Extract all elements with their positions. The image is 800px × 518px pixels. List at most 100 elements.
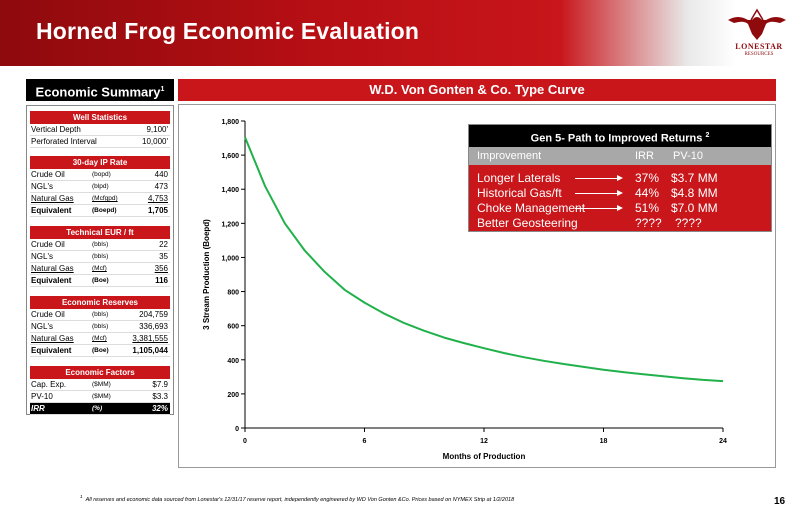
callout-row-irr: 37% — [635, 171, 660, 185]
row-value: 32% — [151, 404, 168, 413]
callout-row-pv10: $4.8 MM — [671, 186, 718, 200]
row-label: Vertical Depth — [31, 125, 81, 134]
y-tick-label: 200 — [227, 392, 239, 399]
callout-row-label: Historical Gas/ft — [477, 186, 562, 200]
footnote-marker: 1 — [80, 494, 83, 499]
row-unit: (Mcf) — [92, 335, 107, 342]
x-tick-label: 12 — [480, 438, 488, 445]
well-statistics-block: Well Statistics Vertical Depth 9,100' Pe… — [30, 111, 170, 148]
y-tick-label: 1,200 — [221, 221, 239, 228]
x-tick-label: 24 — [719, 438, 727, 445]
callout-row-pv10: $3.7 MM — [671, 171, 718, 185]
x-tick-label: 18 — [600, 438, 608, 445]
row-label: Equivalent — [31, 276, 72, 285]
y-tick-label: 1,600 — [221, 153, 239, 160]
arrow-right-icon — [575, 175, 623, 181]
row-value: 35 — [159, 252, 168, 261]
eur-title: Technical EUR / ft — [30, 226, 170, 239]
callout-header: Gen 5- Path to Improved Returns 2 — [469, 125, 771, 147]
y-tick-label: 800 — [227, 290, 239, 297]
logo-wordmark: LONESTAR — [735, 42, 783, 51]
row-unit: (Boe) — [92, 277, 109, 284]
reserves-block: Economic Reserves Crude Oil (bbls) 204,7… — [30, 296, 170, 357]
table-row: Crude Oil (bbls) 22 — [30, 239, 170, 251]
row-unit: (bbls) — [92, 253, 109, 260]
row-label: NGL's — [31, 182, 53, 191]
row-unit: (blpd) — [92, 183, 109, 190]
table-row: NGL's (bbls) 35 — [30, 251, 170, 263]
callout-row-irr: 44% — [635, 186, 660, 200]
callout-row-label: Longer Laterals — [477, 171, 561, 185]
y-tick-label: 600 — [227, 324, 239, 331]
row-label: NGL's — [31, 322, 53, 331]
page-number: 16 — [774, 496, 786, 507]
economic-summary-footnote-marker: 1 — [160, 86, 165, 93]
row-unit: ($MM) — [92, 393, 111, 400]
lonestar-logo — [728, 8, 786, 40]
row-unit: (Boepd) — [92, 207, 117, 214]
row-label: PV-10 — [31, 392, 53, 401]
row-unit: (%) — [92, 405, 103, 412]
row-unit: (bbls) — [92, 241, 109, 248]
row-value: $3.3 — [152, 392, 168, 401]
row-unit: (bopd) — [92, 171, 111, 178]
table-row: Equivalent (Boe) 1,105,044 — [30, 345, 170, 357]
table-row: Natural Gas (Mcf) 3,381,555 — [30, 333, 170, 345]
row-value: 473 — [154, 182, 168, 191]
row-value: 3,381,555 — [132, 334, 168, 343]
callout-row-pv10: ???? — [675, 216, 702, 230]
y-tick-label: 1,800 — [221, 119, 239, 126]
row-unit: (bbls) — [92, 311, 109, 318]
callout-column-headers: Improvement IRR PV-10 — [469, 147, 771, 165]
row-value: 1,705 — [147, 206, 168, 215]
type-curve-series-line — [244, 136, 724, 383]
row-unit: (bbls) — [92, 323, 109, 330]
row-label: Crude Oil — [31, 170, 65, 179]
row-label: Crude Oil — [31, 310, 65, 319]
row-unit: ($MM) — [92, 381, 111, 388]
row-value: 440 — [154, 170, 168, 179]
reserves-title: Economic Reserves — [30, 296, 170, 309]
row-label: Equivalent — [31, 346, 72, 355]
y-axis-label: 3 Stream Production (Boepd) — [202, 219, 211, 330]
factors-title: Economic Factors — [30, 366, 170, 379]
row-label: Crude Oil — [31, 240, 65, 249]
callout-row: Choke Management 51% $7.0 MM — [469, 201, 771, 216]
callout-footnote-marker: 2 — [705, 132, 710, 139]
table-row-irr: IRR (%) 32% — [30, 403, 170, 415]
row-unit: (Boe) — [92, 347, 109, 354]
x-tick-label: 0 — [243, 438, 247, 445]
callout-row-label: Choke Management — [477, 201, 586, 215]
economic-summary-panel: Well Statistics Vertical Depth 9,100' Pe… — [26, 105, 174, 415]
logo-subtext: RESOURCES — [744, 52, 774, 57]
y-tick-label: 400 — [227, 358, 239, 365]
type-curve-heading: W.D. Von Gonten & Co. Type Curve — [178, 79, 776, 101]
table-row: Cap. Exp. ($MM) $7.9 — [30, 379, 170, 391]
x-tick-label: 6 — [363, 438, 367, 445]
table-row: Vertical Depth 9,100' — [30, 124, 170, 136]
well-statistics-title: Well Statistics — [30, 111, 170, 124]
x-axis-label: Months of Production — [443, 452, 526, 461]
row-value: 22 — [159, 240, 168, 249]
arrow-right-icon — [575, 190, 623, 196]
callout-row-label: Better Geosteering — [477, 216, 578, 230]
type-curve-svg: 0 200 400 600 800 1,000 1,200 1,400 1,600 1,800 0 6… — [202, 119, 727, 461]
callout-title: Gen 5- Path to Improved Returns — [530, 132, 703, 145]
row-label: Cap. Exp. — [31, 380, 67, 389]
row-label: IRR — [31, 404, 45, 413]
callout-row: Historical Gas/ft 44% $4.8 MM — [469, 186, 771, 201]
row-label: Natural Gas — [31, 194, 74, 203]
row-value: 9,100' — [146, 125, 168, 134]
footnote-text: All reserves and economic data sourced f… — [85, 496, 515, 503]
row-unit: (Mcf) — [92, 265, 107, 272]
row-value: 116 — [155, 276, 168, 285]
ip-rate-block: 30-day IP Rate Crude Oil (bopd) 440 NGL'… — [30, 156, 170, 217]
row-value: 356 — [154, 264, 168, 273]
table-row: Perforated Interval 10,000' — [30, 136, 170, 148]
table-row: NGL's (bbls) 336,693 — [30, 321, 170, 333]
row-unit: (Mcfgpd) — [92, 195, 118, 202]
table-row: Equivalent (Boepd) 1,705 — [30, 205, 170, 217]
y-tick-label: 1,400 — [221, 187, 239, 194]
callout-row: Better Geosteering ???? ???? — [469, 216, 771, 231]
y-tick-label: 1,000 — [221, 255, 239, 262]
